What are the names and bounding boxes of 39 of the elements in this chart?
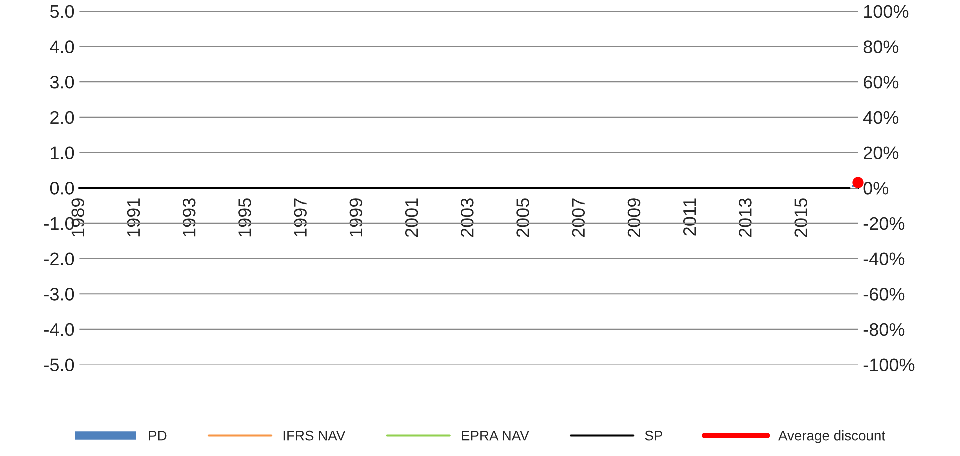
x-tick-label: 2005 xyxy=(516,198,530,238)
y-tick-label: 4.0 xyxy=(50,40,74,54)
y-tick-label: -3.0 xyxy=(44,288,74,301)
y-tick-label: -4.0 xyxy=(44,323,74,336)
x-tick-label: 1993 xyxy=(182,198,196,237)
y2-tick-label: -40% xyxy=(864,252,905,266)
y2-tick-label: -80% xyxy=(864,323,905,336)
y-tick-label: -2.0 xyxy=(44,252,74,266)
legend-label: SP xyxy=(645,430,662,441)
y2-tick-label: 100% xyxy=(864,5,909,18)
legend-label: IFRS NAV xyxy=(284,430,346,441)
x-tick-label: 1999 xyxy=(350,198,363,237)
y-tick-label: 2.0 xyxy=(50,111,74,124)
x-tick-label: 1991 xyxy=(127,198,140,237)
y2-tick-label: 40% xyxy=(864,111,899,124)
y2-tick-label: 60% xyxy=(864,76,899,89)
y-tick-label: 1.0 xyxy=(51,146,74,160)
y2-tick-label: 80% xyxy=(864,40,899,54)
x-tick-label: 1995 xyxy=(238,198,252,237)
x-tick-label: 2007 xyxy=(572,198,586,238)
y-tick-label: 0.0 xyxy=(50,182,74,195)
legend-label: EPRA NAV xyxy=(462,431,530,441)
x-tick-label: 2011 xyxy=(683,198,696,236)
y2-tick-label: -60% xyxy=(864,288,905,301)
x-tick-label: 1997 xyxy=(294,198,307,237)
x-tick-label: 2015 xyxy=(794,198,808,238)
x-tick-label: 2003 xyxy=(461,198,474,238)
y2-tick-label: -20% xyxy=(864,217,905,230)
x-tick-label: 2001 xyxy=(405,198,418,238)
y-tick-label: 3.0 xyxy=(50,76,74,89)
legend-label: Average discount xyxy=(778,430,886,444)
y2-tick-label: 0% xyxy=(864,182,889,195)
y2-tick-label: 20% xyxy=(864,146,899,160)
y-tick-label: -5.0 xyxy=(44,358,74,372)
y2-tick-label: -100% xyxy=(864,358,915,372)
x-tick-label: 2013 xyxy=(739,198,752,238)
legend-label: PD xyxy=(149,431,167,441)
x-tick-label: 2009 xyxy=(628,198,641,238)
y-tick-label: 5.0 xyxy=(50,5,74,18)
